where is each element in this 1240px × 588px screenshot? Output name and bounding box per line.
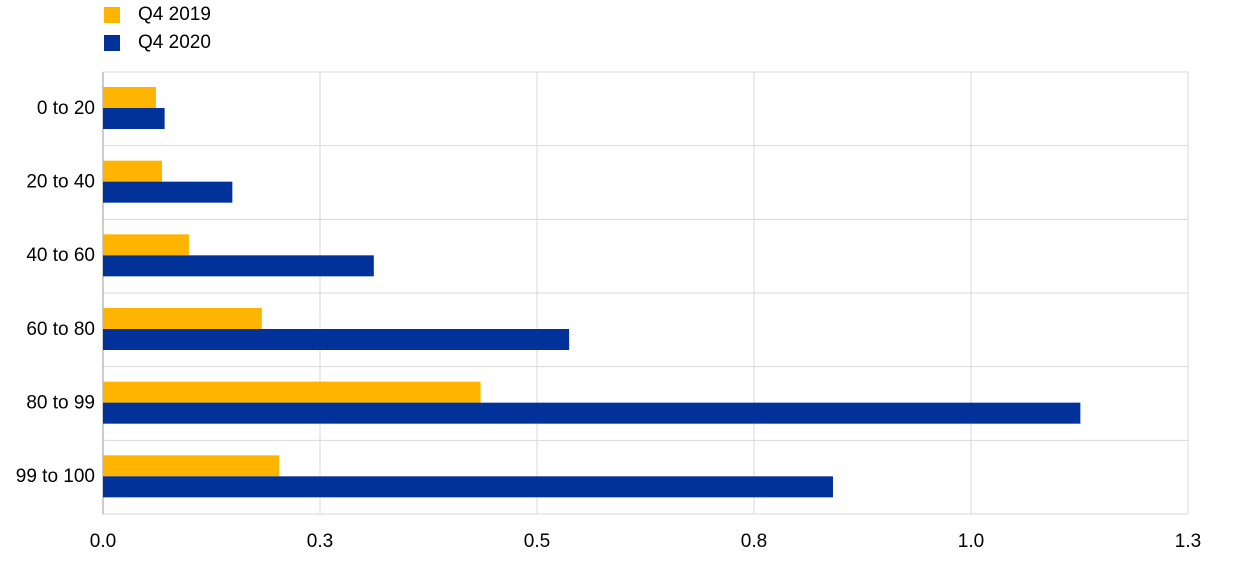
legend-swatch <box>104 35 120 51</box>
bar <box>103 108 165 129</box>
bar <box>103 329 570 350</box>
x-tick-label: 1.0 <box>958 531 984 552</box>
bar <box>103 234 189 256</box>
x-tick-label: 1.3 <box>1175 531 1201 552</box>
bar <box>103 308 262 329</box>
y-tick-label: 99 to 100 <box>16 466 95 487</box>
y-tick-label: 80 to 99 <box>26 393 95 414</box>
bar <box>103 181 233 203</box>
bar <box>103 381 481 403</box>
legend-label: Q4 2020 <box>138 32 211 53</box>
x-tick-label: 0.8 <box>741 531 767 552</box>
bar <box>103 476 833 498</box>
bar <box>103 87 156 108</box>
x-tick-label: 0.5 <box>524 531 550 552</box>
bar <box>103 402 1081 424</box>
x-tick-label: 0.0 <box>90 531 116 552</box>
y-tick-label: 40 to 60 <box>26 245 95 266</box>
x-tick-label: 0.3 <box>307 531 333 552</box>
y-tick-label: 20 to 40 <box>26 172 95 193</box>
bar <box>103 455 280 477</box>
y-tick-label: 60 to 80 <box>26 319 95 340</box>
legend-label: Q4 2019 <box>138 4 211 25</box>
y-tick-label: 0 to 20 <box>37 98 95 119</box>
bar <box>103 255 374 277</box>
legend-swatch <box>104 7 120 23</box>
bar <box>103 160 163 182</box>
